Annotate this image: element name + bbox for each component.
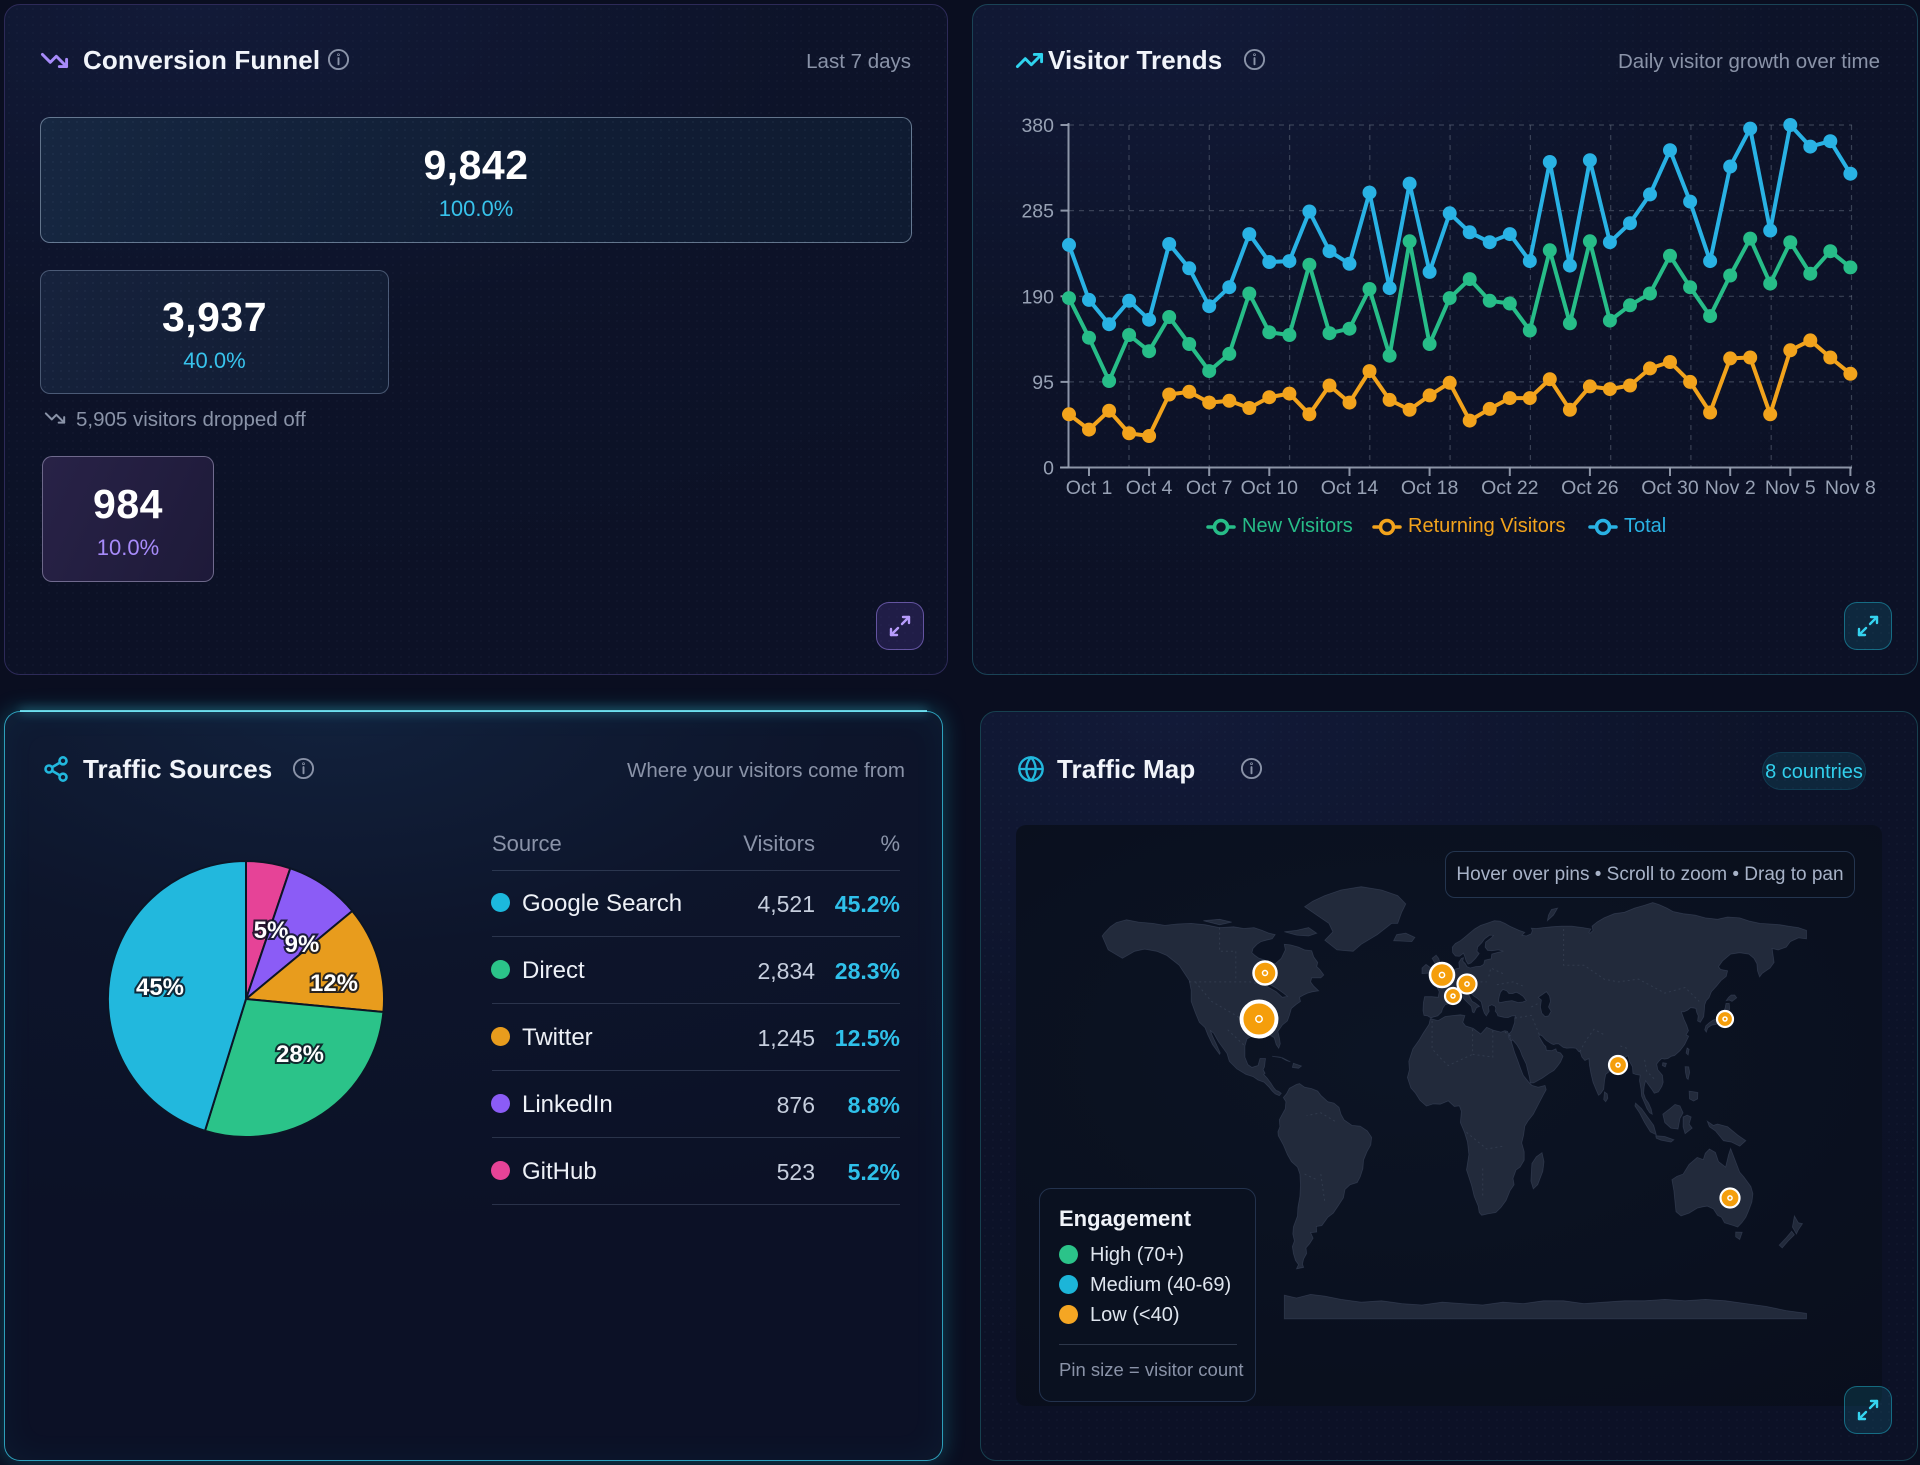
svg-text:Oct 14: Oct 14: [1321, 477, 1379, 499]
svg-text:380: 380: [1021, 115, 1054, 137]
svg-text:Nov 8: Nov 8: [1825, 477, 1876, 499]
svg-text:95: 95: [1032, 372, 1054, 394]
svg-text:Oct 10: Oct 10: [1241, 477, 1299, 499]
svg-text:0: 0: [1043, 458, 1054, 480]
svg-text:Nov 2: Nov 2: [1705, 477, 1756, 499]
svg-text:12%: 12%: [310, 970, 358, 997]
svg-text:Oct 4: Oct 4: [1126, 477, 1173, 499]
svg-text:285: 285: [1021, 201, 1054, 223]
svg-text:190: 190: [1021, 286, 1054, 308]
svg-text:Oct 18: Oct 18: [1401, 477, 1458, 499]
svg-text:Nov 5: Nov 5: [1765, 477, 1816, 499]
svg-text:Oct 26: Oct 26: [1561, 477, 1618, 499]
svg-text:Oct 30: Oct 30: [1641, 477, 1699, 499]
svg-text:Oct 1: Oct 1: [1066, 477, 1113, 499]
svg-text:Oct 22: Oct 22: [1481, 477, 1538, 499]
svg-text:5%: 5%: [254, 917, 289, 944]
svg-text:28%: 28%: [276, 1041, 324, 1068]
svg-text:Oct 7: Oct 7: [1186, 477, 1233, 499]
svg-text:45%: 45%: [136, 974, 184, 1001]
svg-text:9%: 9%: [285, 931, 320, 958]
